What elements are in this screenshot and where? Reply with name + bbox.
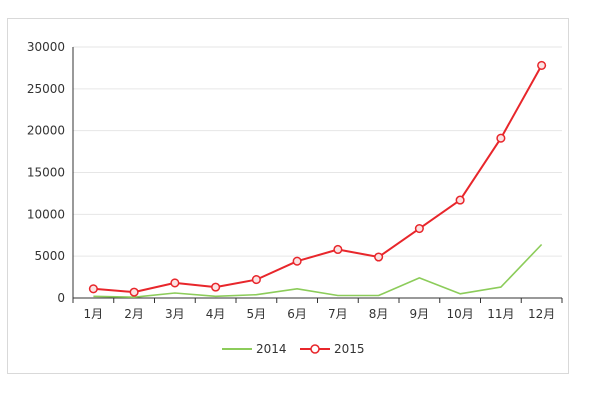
series-2015 <box>88 60 547 297</box>
data-point-2015 <box>129 287 139 297</box>
x-tick-label: 7月 <box>328 307 348 321</box>
axes: 0 5000 10000 15000 20000 25000 30000 1月 2月 3月 4月 5月… <box>27 40 563 321</box>
data-point-2015 <box>333 244 343 255</box>
data-point-2015 <box>537 60 547 70</box>
x-tick-label: 8月 <box>369 307 389 321</box>
y-tick-label: 25000 <box>27 82 65 96</box>
gridlines <box>73 46 562 257</box>
data-point-2015 <box>455 195 465 205</box>
data-point-2015 <box>292 256 302 266</box>
x-tick-label: 12月 <box>528 307 555 321</box>
legend-item-2014: 2014 <box>222 342 287 356</box>
y-tick-label: 10000 <box>27 207 65 221</box>
data-point-2015 <box>496 133 506 143</box>
series-2014 <box>93 243 543 299</box>
data-point-2015 <box>88 284 98 294</box>
x-tick-label: 1月 <box>84 307 104 321</box>
series-line-2015 <box>93 64 543 294</box>
x-tick-label: 4月 <box>206 307 226 321</box>
legend-label: 2015 <box>334 342 365 356</box>
chart-frame <box>7 18 569 374</box>
y-tick-label: 0 <box>57 291 65 305</box>
data-point-2015 <box>414 224 424 234</box>
series-line-2014 <box>93 243 543 299</box>
legend: 2014 2015 <box>222 342 365 356</box>
y-tick-label: 20000 <box>27 124 65 138</box>
data-point-2015 <box>251 275 261 285</box>
legend-marker <box>310 344 320 354</box>
y-tick-label: 30000 <box>27 40 65 54</box>
legend-label: 2014 <box>256 342 287 356</box>
x-tick-label: 3月 <box>165 307 185 321</box>
y-tick-label: 15000 <box>27 166 65 180</box>
data-point-2015 <box>170 278 180 288</box>
x-tick-label: 10月 <box>446 307 473 321</box>
x-tick-label: 6月 <box>287 307 307 321</box>
series-lines <box>88 60 547 299</box>
x-tick-label: 2月 <box>124 307 144 321</box>
x-tick-label: 11月 <box>487 307 514 321</box>
x-tick-label: 5月 <box>247 307 267 321</box>
data-point-2015 <box>211 282 221 292</box>
data-point-2015 <box>374 252 384 262</box>
y-tick-label: 5000 <box>34 249 65 263</box>
legend-item-2015: 2015 <box>300 342 365 356</box>
x-tick-label: 9月 <box>410 307 430 321</box>
